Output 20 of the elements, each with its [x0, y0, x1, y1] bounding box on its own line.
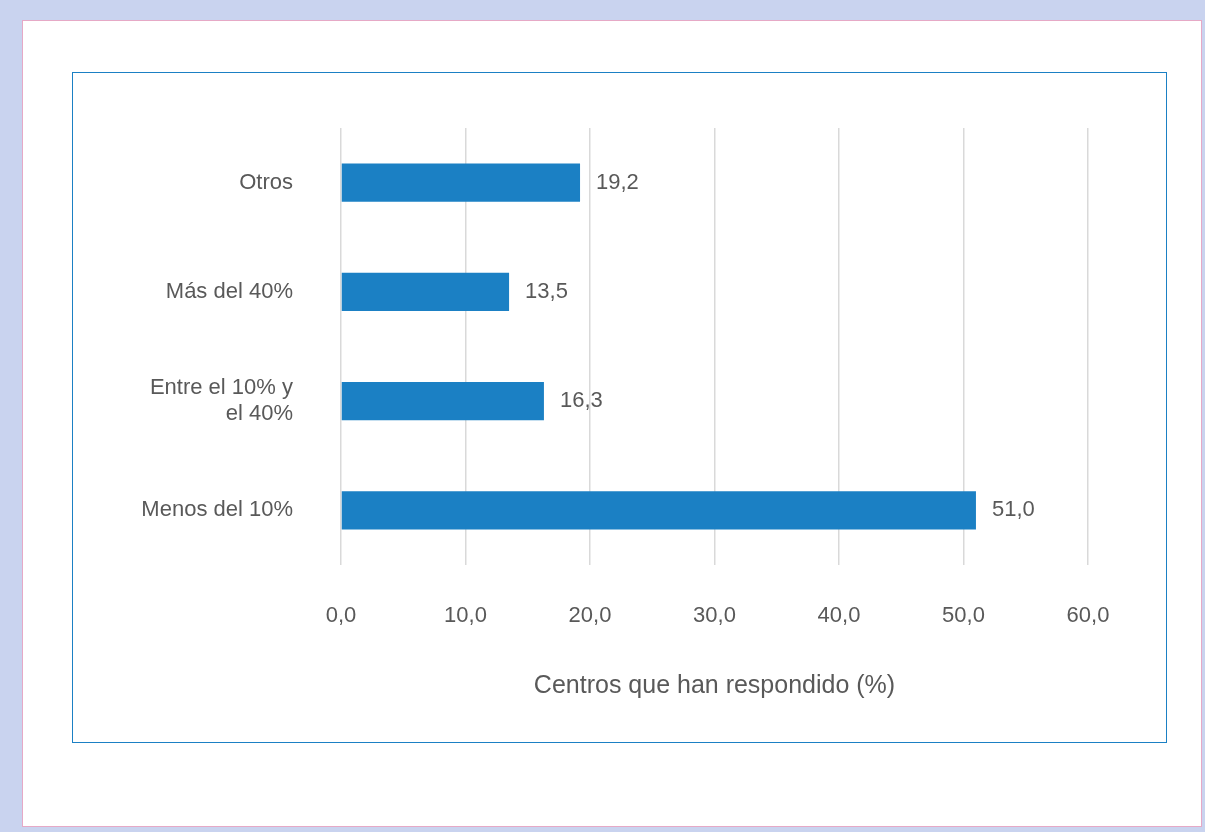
bar [341, 382, 544, 421]
x-tick-label: 10,0 [444, 602, 487, 628]
x-tick-label: 30,0 [693, 602, 736, 628]
y-tick-label: Otros [239, 168, 293, 194]
x-tick-label: 40,0 [817, 602, 861, 628]
x-tick-label: 50,0 [942, 602, 985, 628]
data-label: 16,3 [559, 387, 603, 413]
y-tick-label: Entre el 10% y el 40% [149, 373, 293, 426]
y-tick-label: Menos del 10% [141, 496, 293, 522]
x-tick-label: 20,0 [568, 602, 612, 628]
bar [341, 491, 976, 530]
y-tick-label: Más del 40% [165, 277, 293, 303]
x-tick-label: 0,0 [325, 602, 357, 628]
x-tick-label: 60,0 [1066, 602, 1110, 628]
data-label: 13,5 [525, 277, 568, 303]
x-axis-title: Centros que han respondido (%) [533, 669, 896, 698]
data-label: 51,0 [991, 496, 1035, 522]
bar [341, 163, 581, 202]
data-label: 19,2 [596, 168, 639, 194]
bar [341, 272, 510, 311]
